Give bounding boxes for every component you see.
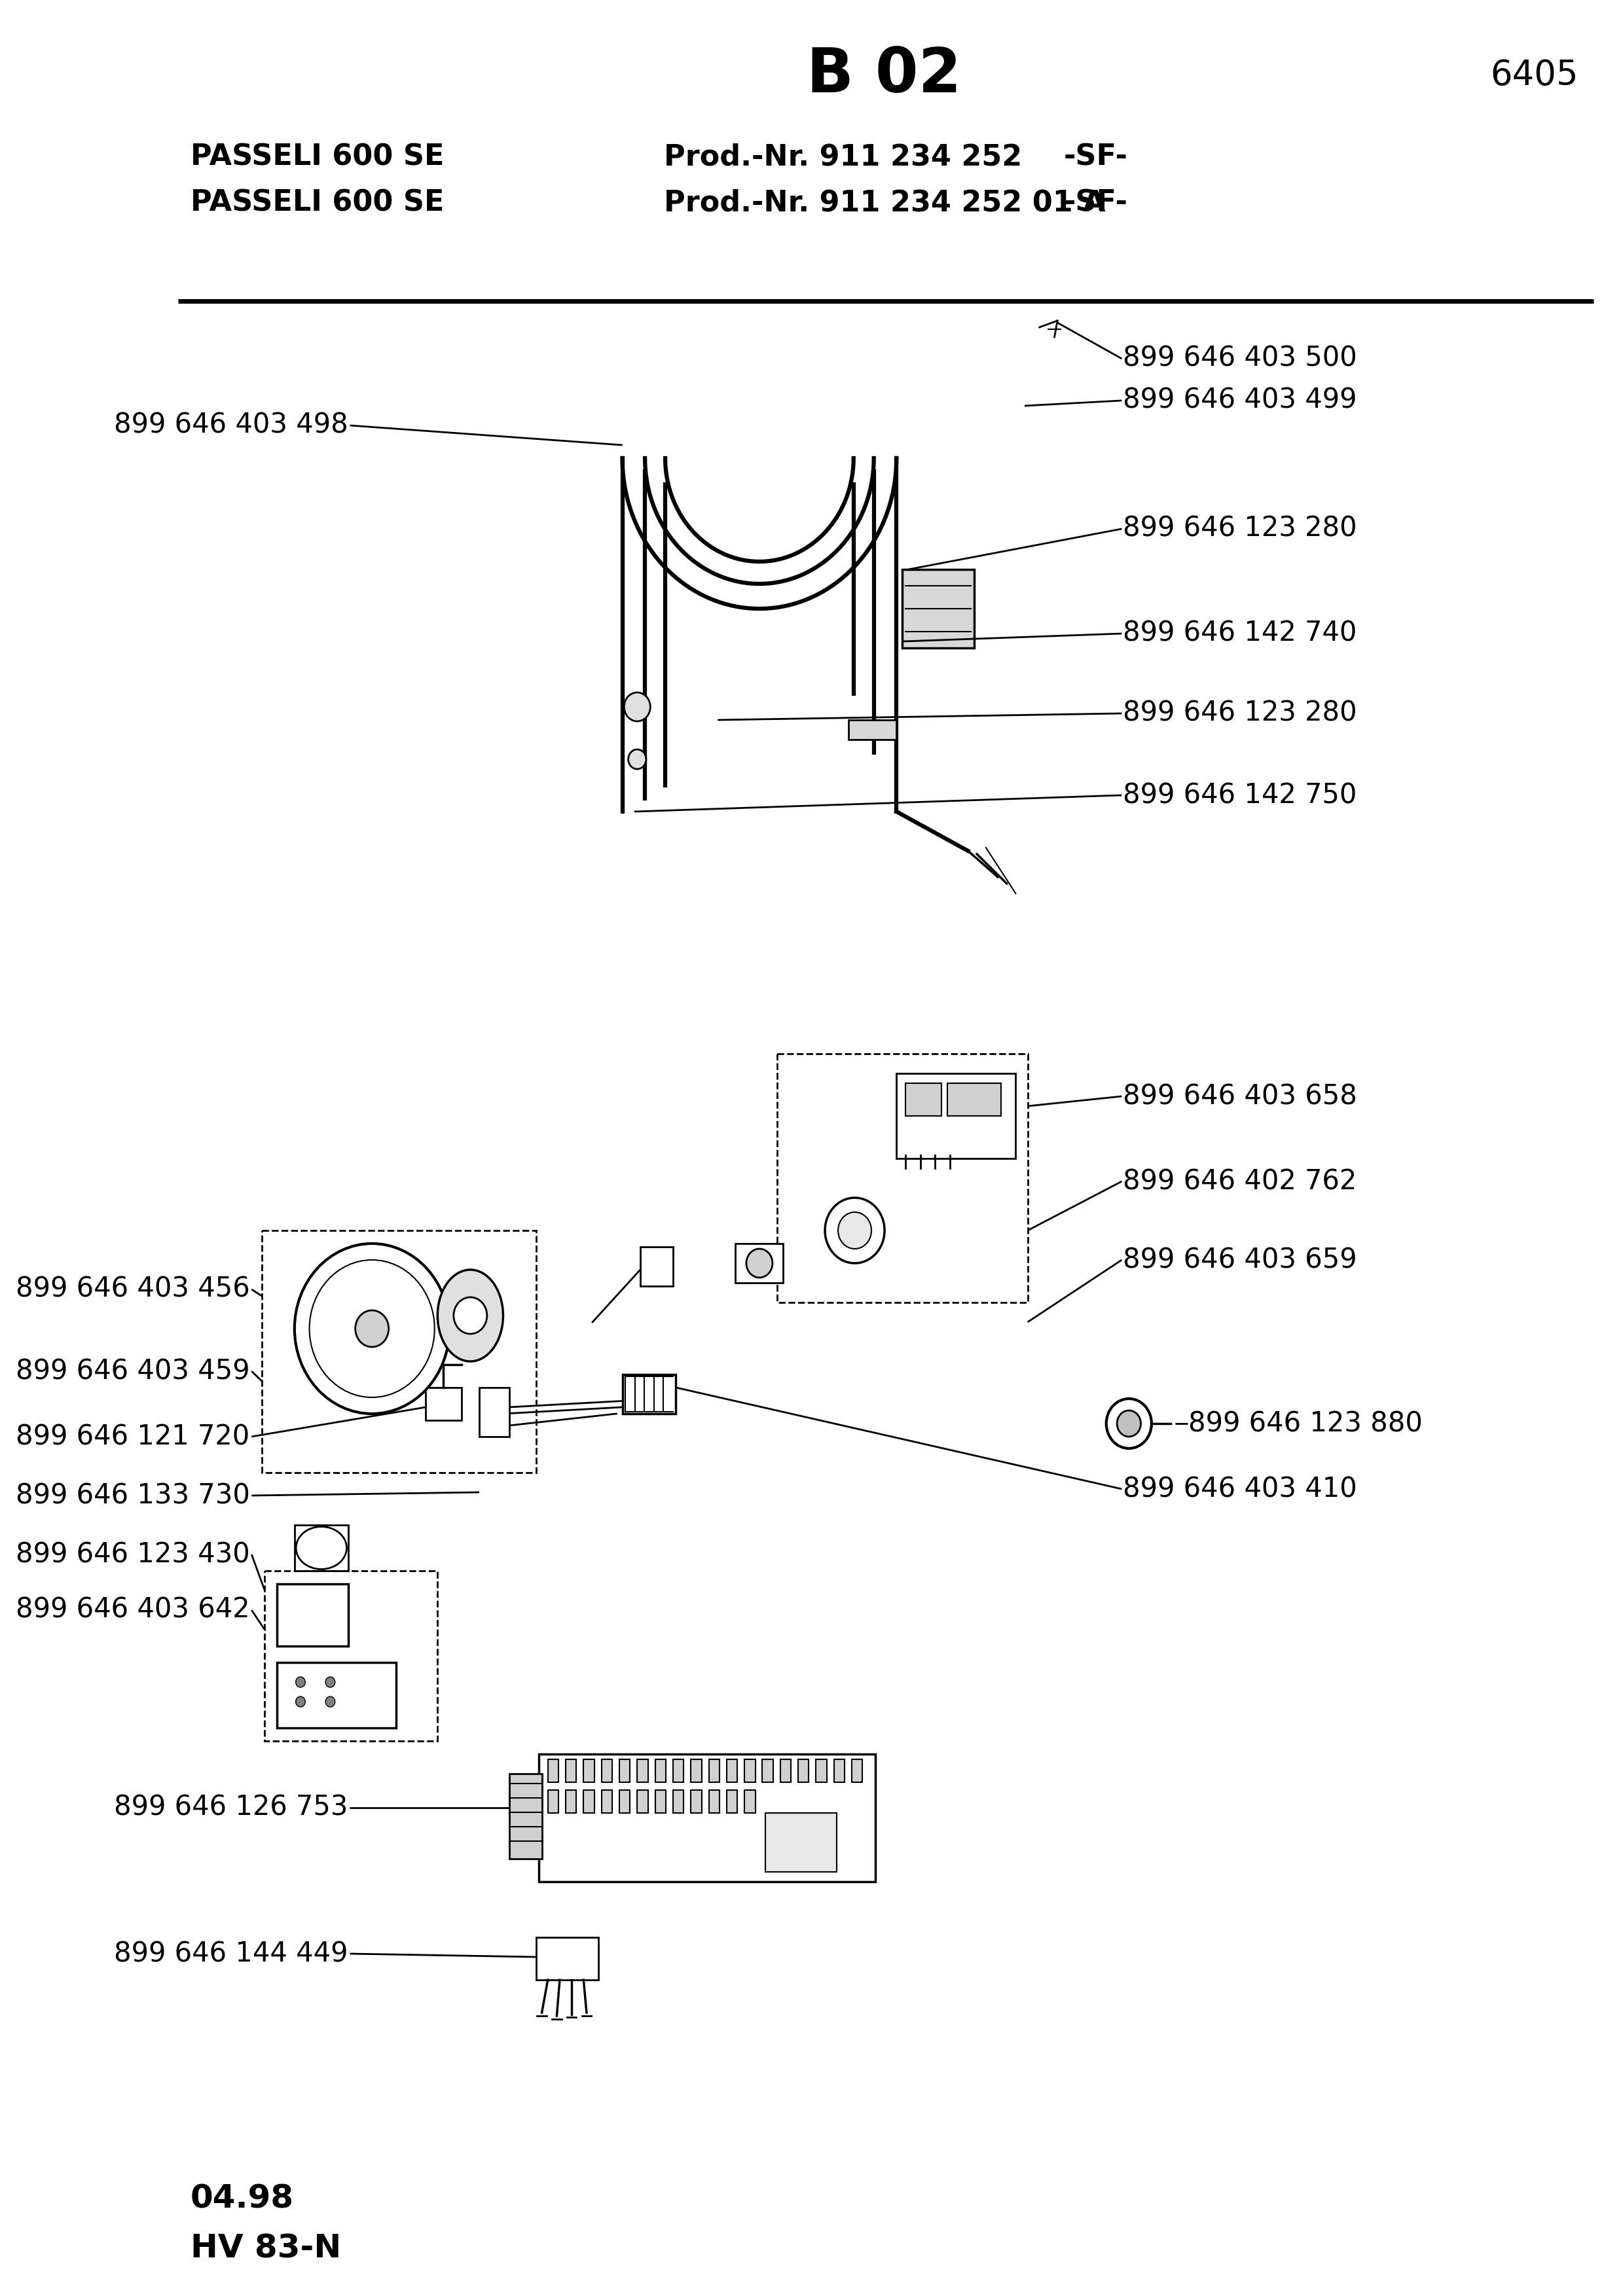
Text: 899 646 403 642: 899 646 403 642	[16, 1596, 250, 1623]
Text: 899 646 403 500: 899 646 403 500	[1123, 344, 1357, 372]
Bar	[799, 1759, 808, 1782]
Bar	[265, 1570, 438, 1740]
Circle shape	[355, 1311, 388, 1348]
Circle shape	[326, 1676, 334, 1688]
Circle shape	[1117, 1410, 1141, 1437]
Text: 899 646 403 658: 899 646 403 658	[1123, 1081, 1357, 1109]
Bar	[902, 569, 974, 647]
Text: 899 646 133 730: 899 646 133 730	[16, 1481, 250, 1508]
Bar	[674, 1791, 683, 1814]
Bar	[566, 1791, 576, 1814]
Bar	[834, 1759, 844, 1782]
Bar	[727, 1759, 737, 1782]
Bar	[948, 1084, 1001, 1116]
Text: 899 646 123 430: 899 646 123 430	[16, 1541, 250, 1568]
Bar	[276, 1662, 396, 1729]
Bar	[766, 1814, 837, 1871]
Bar	[638, 1791, 648, 1814]
Ellipse shape	[438, 1270, 503, 1362]
Text: 899 646 126 753: 899 646 126 753	[114, 1793, 349, 1821]
Circle shape	[837, 1212, 872, 1249]
Bar	[620, 1791, 630, 1814]
Text: Prod.-Nr. 911 234 252 01 A: Prod.-Nr. 911 234 252 01 A	[664, 188, 1105, 216]
Bar	[781, 1759, 790, 1782]
Text: 899 646 123 880: 899 646 123 880	[1188, 1410, 1423, 1437]
Bar	[584, 1791, 594, 1814]
Bar	[539, 1754, 876, 1883]
Bar	[906, 1084, 941, 1116]
Ellipse shape	[295, 1527, 347, 1568]
Circle shape	[295, 1676, 305, 1688]
Circle shape	[824, 1199, 885, 1263]
Circle shape	[747, 1249, 773, 1277]
Circle shape	[326, 1697, 334, 1706]
Circle shape	[1107, 1398, 1152, 1449]
Text: 899 646 403 498: 899 646 403 498	[114, 411, 349, 439]
Circle shape	[625, 693, 651, 721]
Text: 6405: 6405	[1490, 57, 1578, 92]
Circle shape	[295, 1697, 305, 1706]
Circle shape	[294, 1244, 450, 1414]
Text: PASSELI 600 SE: PASSELI 600 SE	[190, 142, 445, 172]
Bar	[656, 1791, 665, 1814]
Circle shape	[310, 1261, 435, 1398]
Text: B 02: B 02	[807, 46, 962, 106]
Text: 899 646 403 499: 899 646 403 499	[1123, 386, 1357, 413]
Bar	[816, 1759, 826, 1782]
Bar	[620, 1759, 630, 1782]
Bar	[849, 721, 896, 739]
Bar	[763, 1759, 773, 1782]
Text: HV 83-N: HV 83-N	[190, 2232, 341, 2264]
Bar	[294, 1525, 349, 1570]
Bar	[602, 1759, 612, 1782]
Bar	[584, 1759, 594, 1782]
Text: 899 646 123 280: 899 646 123 280	[1123, 700, 1357, 728]
Text: 899 646 142 750: 899 646 142 750	[1123, 781, 1357, 808]
Bar	[566, 1759, 576, 1782]
Text: 899 646 123 280: 899 646 123 280	[1123, 514, 1357, 542]
Text: PASSELI 600 SE: PASSELI 600 SE	[190, 188, 445, 216]
Bar	[261, 1231, 536, 1472]
Text: 899 646 402 762: 899 646 402 762	[1123, 1169, 1357, 1196]
Bar	[479, 1387, 510, 1437]
Bar	[602, 1791, 612, 1814]
Bar	[674, 1759, 683, 1782]
Bar	[622, 1375, 675, 1414]
Text: 899 646 403 410: 899 646 403 410	[1123, 1476, 1357, 1504]
Bar	[549, 1791, 558, 1814]
Bar	[691, 1759, 701, 1782]
Bar	[709, 1791, 719, 1814]
Bar	[896, 1075, 1016, 1159]
Text: 04.98: 04.98	[190, 2183, 294, 2216]
Bar	[638, 1759, 648, 1782]
Bar	[639, 1247, 674, 1286]
Text: 899 646 144 449: 899 646 144 449	[114, 1940, 349, 1968]
Bar	[727, 1791, 737, 1814]
Text: -SF-: -SF-	[1063, 188, 1128, 216]
Bar	[549, 1759, 558, 1782]
Bar	[745, 1791, 755, 1814]
Bar	[656, 1759, 665, 1782]
Bar	[425, 1387, 461, 1421]
Circle shape	[628, 748, 646, 769]
Text: 899 646 403 456: 899 646 403 456	[16, 1277, 250, 1304]
Bar	[276, 1584, 349, 1646]
Text: 899 646 403 459: 899 646 403 459	[16, 1357, 250, 1384]
Bar	[735, 1244, 784, 1283]
Text: 899 646 142 740: 899 646 142 740	[1123, 620, 1357, 647]
Text: 899 646 403 659: 899 646 403 659	[1123, 1247, 1357, 1274]
Text: Prod.-Nr. 911 234 252: Prod.-Nr. 911 234 252	[664, 142, 1022, 172]
Text: -SF-: -SF-	[1063, 142, 1128, 172]
Bar	[777, 1054, 1027, 1302]
Text: 899 646 121 720: 899 646 121 720	[16, 1424, 250, 1451]
Bar	[745, 1759, 755, 1782]
Bar	[709, 1759, 719, 1782]
Bar	[536, 1938, 599, 1979]
Circle shape	[454, 1297, 487, 1334]
Bar	[510, 1775, 542, 1860]
Bar	[691, 1791, 701, 1814]
Bar	[852, 1759, 862, 1782]
